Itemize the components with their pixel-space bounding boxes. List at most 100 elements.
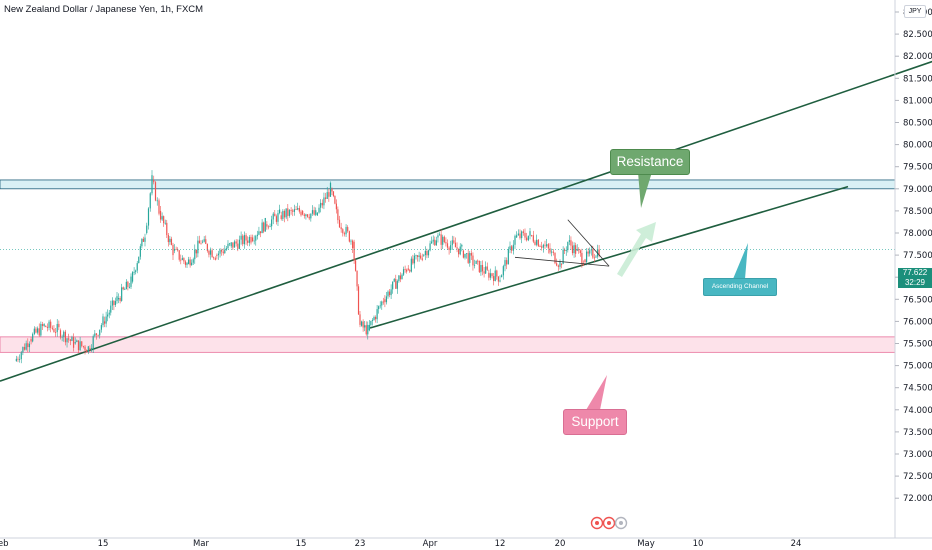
support-label[interactable]: Support — [563, 409, 627, 435]
candle-body — [320, 202, 322, 208]
candle-body — [404, 269, 406, 270]
candle-body — [448, 247, 450, 251]
candle-body — [511, 246, 513, 251]
candle-body — [427, 250, 430, 256]
candle-body — [72, 337, 75, 348]
price-tick-label: 82.000 — [903, 52, 932, 62]
candle-body — [228, 243, 231, 245]
candle-body — [269, 226, 271, 228]
candle-body — [573, 245, 575, 254]
price-tick-label: 76.500 — [903, 295, 932, 305]
candle-body — [401, 274, 403, 280]
candle-body — [305, 214, 307, 216]
candle-body — [564, 249, 566, 251]
candle-body — [105, 316, 107, 324]
candle-body — [311, 210, 314, 214]
candle-body — [362, 321, 364, 328]
candlestick-series — [15, 170, 600, 364]
candle-body — [233, 241, 236, 248]
candle-body — [198, 240, 201, 244]
candle-body — [418, 255, 420, 257]
candle-body — [222, 251, 224, 254]
candle-body — [41, 324, 44, 327]
candle-body — [20, 352, 22, 360]
candle-body — [203, 239, 205, 242]
candle-body — [562, 249, 564, 265]
candle-body — [69, 339, 71, 341]
candle-body — [144, 237, 146, 242]
candle-body — [111, 300, 113, 306]
candle-body — [488, 272, 490, 278]
candle-body — [539, 246, 541, 248]
time-axis[interactable]: Feb 15 Mar 15 23 Apr 12 20 May 10 24 — [0, 537, 932, 549]
candle-body — [402, 269, 405, 275]
candle-body — [494, 270, 496, 282]
candle-body — [184, 261, 187, 265]
candle-body — [285, 208, 287, 218]
candle-body — [274, 213, 276, 217]
price-tick-label: 73.500 — [903, 428, 932, 438]
candle-body — [370, 320, 372, 325]
candle-body — [491, 273, 493, 277]
resistance-pointer — [638, 172, 652, 208]
candle-body — [416, 255, 419, 257]
time-tick-label: 20 — [555, 539, 566, 549]
candle-body — [122, 287, 124, 290]
candle-body — [529, 231, 531, 236]
candle-body — [347, 227, 349, 232]
price-tick-label: 80.000 — [903, 141, 932, 151]
candle-body — [384, 299, 386, 303]
candle-body — [205, 239, 207, 245]
candle-body — [306, 214, 309, 217]
candle-body — [167, 235, 169, 243]
candle-body — [178, 250, 180, 260]
candle-body — [298, 208, 300, 212]
candle-body — [345, 227, 347, 235]
price-zones — [0, 179, 896, 353]
candle-body — [82, 346, 84, 347]
candle-body — [136, 263, 138, 271]
candle-body — [142, 238, 145, 242]
candle-body — [578, 249, 580, 251]
candle-body — [470, 253, 472, 256]
candle-body — [524, 232, 526, 238]
candle-body — [407, 268, 409, 271]
candle-body — [450, 245, 452, 251]
candle-body — [481, 265, 484, 272]
candle-body — [464, 253, 466, 258]
candle-body — [127, 281, 129, 287]
candle-body — [61, 336, 63, 338]
candle-body — [175, 249, 177, 250]
channel-pointer — [733, 243, 748, 279]
candle-body — [378, 306, 380, 310]
candle-body — [406, 269, 408, 272]
candle-body — [51, 327, 53, 329]
candle-body — [559, 261, 561, 267]
candle-body — [435, 240, 437, 246]
candle-body — [536, 239, 538, 245]
candle-body — [423, 254, 425, 256]
candle-body — [303, 214, 305, 216]
candle-body — [187, 259, 190, 264]
price-tick-label: 74.500 — [903, 384, 932, 394]
candle-body — [451, 240, 453, 246]
candle-body — [521, 231, 523, 239]
candle-body — [576, 249, 578, 251]
candle-body — [478, 260, 480, 273]
ascending-channel[interactable] — [0, 60, 932, 382]
candle-body — [589, 250, 591, 254]
candle-body — [412, 258, 414, 264]
candle-body — [421, 258, 423, 261]
candle-body — [194, 249, 196, 260]
candle-body — [53, 328, 55, 333]
candle-body — [200, 243, 202, 245]
ascending-channel-label[interactable]: Ascending Channel — [703, 278, 777, 296]
resistance-label[interactable]: Resistance — [610, 149, 690, 175]
candle-body — [43, 323, 45, 327]
candle-body — [208, 250, 210, 255]
candle-body — [323, 197, 325, 206]
candle-body — [532, 235, 534, 242]
drawings — [0, 172, 895, 410]
currency-badge[interactable]: JPY — [904, 5, 926, 18]
